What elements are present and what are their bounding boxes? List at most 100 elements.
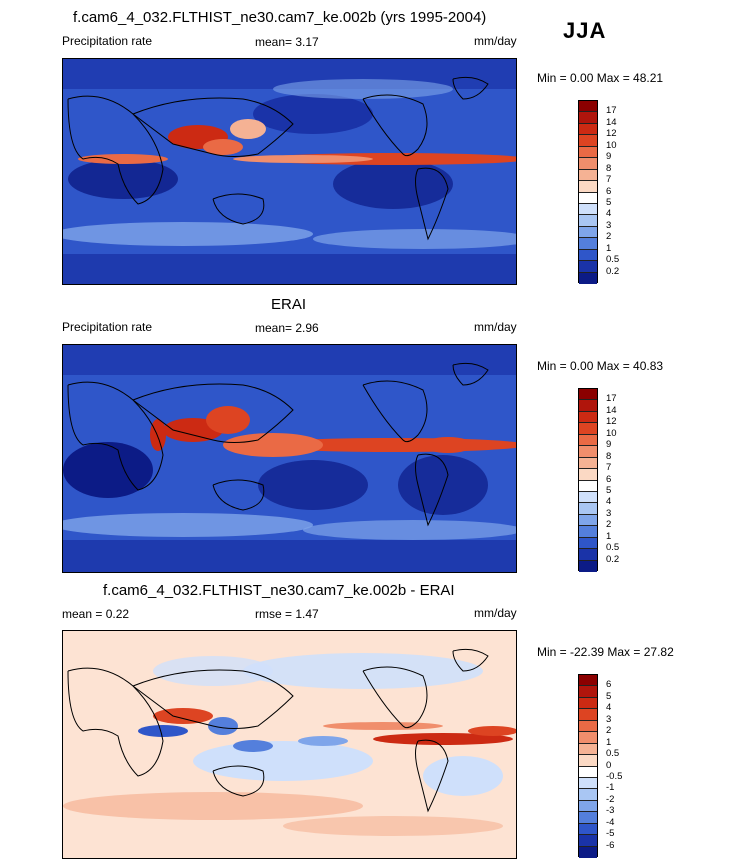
- panel2-tick-11: 2: [606, 519, 612, 531]
- panel1-colorbar-seg-6: [579, 169, 597, 182]
- panel1-tick-4: 9: [606, 151, 612, 163]
- panel1-tick-6: 7: [606, 174, 612, 186]
- panel2-colorbar-seg-0: [579, 389, 597, 401]
- panel3-colorbar-seg-12: [579, 812, 597, 824]
- panel2-colorbar-seg-11: [579, 514, 597, 527]
- panel2-tick-5: 8: [606, 450, 612, 462]
- panel3-map-svg: [63, 631, 516, 858]
- panel2-colorbar-seg-10: [579, 503, 597, 515]
- panel2-colorbar-seg-4: [579, 434, 597, 447]
- panel1-tick-3: 10: [606, 139, 617, 151]
- panel3-colorbar-seg-4: [579, 720, 597, 733]
- panel1-tick-7: 6: [606, 185, 612, 197]
- panel2-colorbar-seg-2: [579, 411, 597, 424]
- panel3-tick-8: -0.5: [606, 770, 623, 782]
- panel3-colorbar-seg-15: [579, 846, 597, 858]
- panel2-tick-3: 10: [606, 427, 617, 439]
- panel1-tick-13: 0.5: [606, 254, 620, 266]
- panel2-colorbar-seg-12: [579, 526, 597, 538]
- panel3-mean: mean = 0.22: [62, 607, 130, 621]
- panel3-colorbar-seg-13: [579, 823, 597, 836]
- panel3-colorbar-seg-2: [579, 697, 597, 710]
- panel1-colorbar-seg-4: [579, 146, 597, 159]
- panel1-mean: mean= 3.17: [255, 35, 319, 49]
- panel3-tick-14: -6: [606, 839, 615, 851]
- panel1-tick-0: 17: [606, 105, 617, 117]
- panel1-colorbar-seg-11: [579, 226, 597, 239]
- panel1-tick-14: 0.2: [606, 265, 620, 277]
- panel3-colorbar-seg-3: [579, 709, 597, 721]
- panel1-tick-2: 12: [606, 128, 617, 140]
- panel2-colorbar-seg-7: [579, 469, 597, 481]
- panel1-colorbar-seg-7: [579, 181, 597, 193]
- panel2-left-label: Precipitation rate: [62, 320, 153, 334]
- panel2-tick-10: 3: [606, 507, 612, 519]
- panel2-tick-8: 5: [606, 484, 612, 496]
- panel3-tick-11: -3: [606, 805, 615, 817]
- panel1-tick-1: 14: [606, 116, 617, 128]
- panel2-title: ERAI: [271, 296, 307, 313]
- panel3-tick-1: 5: [606, 690, 612, 702]
- panel3-colorbar-seg-8: [579, 766, 597, 778]
- panel2-tick-13: 0.5: [606, 542, 620, 554]
- panel1-colorbar: [578, 100, 598, 284]
- panel2-tick-4: 9: [606, 439, 612, 451]
- panel2-map: [62, 344, 517, 573]
- panel1-left-label: Precipitation rate: [62, 34, 153, 48]
- panel1-colorbar-seg-8: [579, 192, 597, 204]
- panel2-colorbar-seg-9: [579, 491, 597, 504]
- panel3-tick-3: 3: [606, 713, 612, 725]
- panel1-tick-5: 8: [606, 162, 612, 174]
- panel3-tick-6: 0.5: [606, 748, 620, 760]
- panel3-rmse: rmse = 1.47: [255, 607, 319, 621]
- panel3-colorbar-seg-1: [579, 686, 597, 698]
- panel2-tick-9: 4: [606, 496, 612, 508]
- panel2-mean: mean= 2.96: [255, 321, 319, 335]
- panel1-colorbar-seg-0: [579, 101, 597, 113]
- panel3-minmax: Min = -22.39 Max = 27.82: [537, 645, 674, 659]
- panel3-colorbar-seg-9: [579, 777, 597, 790]
- panel2-tick-7: 6: [606, 473, 612, 485]
- panel3-tick-2: 4: [606, 702, 612, 714]
- panel2-colorbar-seg-15: [579, 560, 597, 572]
- panel3-colorbar: [578, 674, 598, 858]
- panel3-colorbar-seg-7: [579, 755, 597, 767]
- panel3-tick-13: -5: [606, 828, 615, 840]
- panel1-colorbar-seg-13: [579, 249, 597, 262]
- panel2-units: mm/day: [474, 320, 517, 334]
- panel2-colorbar-seg-6: [579, 457, 597, 470]
- panel2-colorbar-seg-5: [579, 446, 597, 458]
- panel2-map-svg: [63, 345, 516, 572]
- panel3-colorbar-seg-6: [579, 743, 597, 756]
- panel3-colorbar-seg-0: [579, 675, 597, 687]
- panel1-title: f.cam6_4_032.FLTHIST_ne30.cam7_ke.002b (…: [73, 9, 487, 26]
- panel2-colorbar-seg-8: [579, 480, 597, 492]
- panel3-colorbar-seg-14: [579, 835, 597, 847]
- panel1-tick-11: 2: [606, 231, 612, 243]
- panel3-colorbar-seg-10: [579, 789, 597, 801]
- panel3-tick-12: -4: [606, 816, 615, 828]
- panel2-tick-14: 0.2: [606, 553, 620, 565]
- panel2-minmax: Min = 0.00 Max = 40.83: [537, 359, 664, 373]
- panel2-colorbar-seg-14: [579, 549, 597, 561]
- panel2-tick-1: 14: [606, 404, 617, 416]
- panel3-tick-7: 0: [606, 759, 612, 771]
- panel1-units: mm/day: [474, 34, 517, 48]
- panel1-colorbar-seg-9: [579, 203, 597, 216]
- panel2-colorbar: [578, 388, 598, 572]
- panel3-units: mm/day: [474, 606, 517, 620]
- panel1-map: [62, 58, 517, 285]
- panel3-tick-0: 6: [606, 679, 612, 691]
- panel3-title: f.cam6_4_032.FLTHIST_ne30.cam7_ke.002b -…: [103, 582, 455, 599]
- panel1-colorbar-seg-5: [579, 158, 597, 170]
- panel1-colorbar-seg-14: [579, 261, 597, 273]
- panel1-minmax: Min = 0.00 Max = 48.21: [537, 71, 664, 85]
- panel3-tick-5: 1: [606, 736, 612, 748]
- panel3-tick-9: -1: [606, 782, 615, 794]
- panel1-colorbar-seg-1: [579, 112, 597, 124]
- panel1-tick-10: 3: [606, 219, 612, 231]
- panel3-tick-10: -2: [606, 793, 615, 805]
- panel3-colorbar-seg-11: [579, 800, 597, 813]
- panel1-colorbar-seg-3: [579, 135, 597, 147]
- panel1-tick-9: 4: [606, 208, 612, 220]
